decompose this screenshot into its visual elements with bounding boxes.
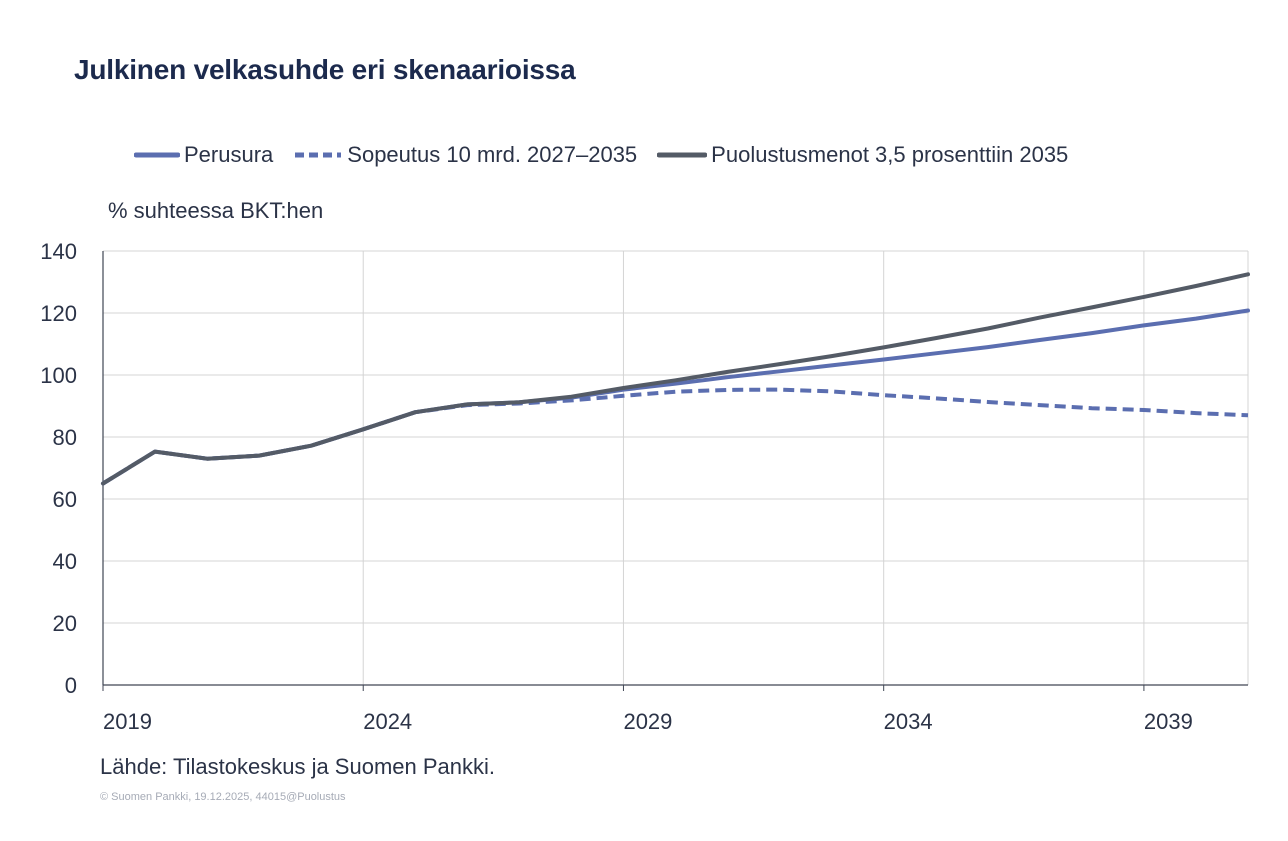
x-tick-label: 2019 xyxy=(103,709,152,734)
y-tick-label: 20 xyxy=(53,611,77,636)
y-tick-label: 140 xyxy=(40,239,77,264)
legend-item-puolustus: Puolustusmenot 3,5 prosenttiin 2035 xyxy=(657,142,1068,168)
x-tick-label: 2029 xyxy=(623,709,672,734)
legend-line-dashed-blue-icon xyxy=(295,152,342,158)
y-tick-label: 80 xyxy=(53,425,77,450)
series-line-perusura xyxy=(101,308,1250,486)
y-axis-unit-label: % suhteessa BKT:hen xyxy=(108,198,324,223)
x-tick-label: 2034 xyxy=(884,709,933,734)
y-tick-label: 120 xyxy=(40,301,77,326)
x-tick-label: 2024 xyxy=(363,709,412,734)
y-tick-label: 60 xyxy=(53,487,77,512)
legend-item-perusura: Perusura xyxy=(134,142,273,168)
legend-label-sopeutus: Sopeutus 10 mrd. 2027–2035 xyxy=(347,142,638,167)
source-note: Lähde: Tilastokeskus ja Suomen Pankki. xyxy=(100,754,496,779)
y-tick-label: 0 xyxy=(65,673,77,698)
chart-title: Julkinen velkasuhde eri skenaarioissa xyxy=(74,54,576,85)
series-line-sopeutus xyxy=(101,387,1249,486)
series-line-puolustus xyxy=(101,272,1250,486)
legend: Perusura Sopeutus 10 mrd. 2027–2035 Puol… xyxy=(134,140,1088,170)
legend-line-solid-gray-icon xyxy=(657,152,708,158)
legend-item-sopeutus: Sopeutus 10 mrd. 2027–2035 xyxy=(293,142,637,168)
legend-label-puolustus: Puolustusmenot 3,5 prosenttiin 2035 xyxy=(711,142,1069,167)
y-tick-label: 40 xyxy=(53,549,77,574)
y-tick-label: 100 xyxy=(40,363,77,388)
legend-label-perusura: Perusura xyxy=(184,142,274,167)
legend-line-solid-blue-icon xyxy=(134,152,180,158)
copyright-note: © Suomen Pankki, 19.12.2025, 44015@Puolu… xyxy=(100,791,346,803)
x-tick-label: 2039 xyxy=(1144,709,1193,734)
